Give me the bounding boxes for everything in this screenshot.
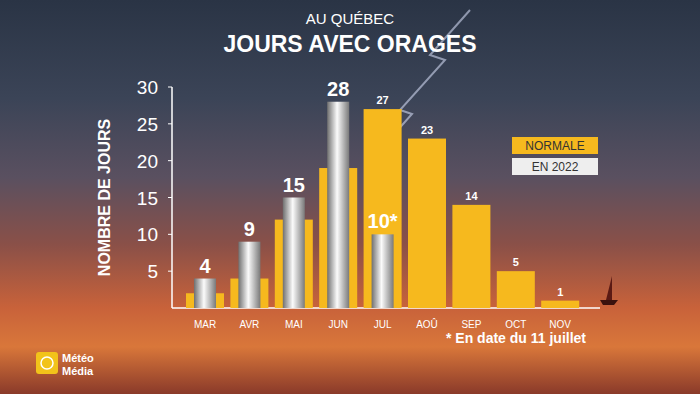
- x-tick-label: MAR: [194, 319, 216, 330]
- legend-swatch: [512, 158, 598, 175]
- data-label: 27: [376, 94, 388, 106]
- bar: [497, 271, 535, 308]
- bar: [283, 198, 305, 309]
- x-tick-label: JUL: [374, 319, 392, 330]
- y-tick-label: 10: [137, 224, 158, 245]
- legend-label: EN 2022: [532, 160, 579, 174]
- x-tick-label: AOÛ: [416, 318, 438, 330]
- bar: [372, 234, 394, 308]
- x-tick-label: SEP: [461, 319, 481, 330]
- y-tick-label: 5: [147, 261, 158, 282]
- title: JOURS AVEC ORAGES: [223, 31, 476, 57]
- y-tick-label: 20: [137, 151, 158, 172]
- y-axis-label: NOMBRE DE JOURS: [96, 119, 113, 277]
- bar: [408, 139, 446, 308]
- y-axis: [171, 87, 173, 308]
- y-tick-label: 15: [137, 188, 158, 209]
- bars: [186, 102, 579, 308]
- data-label: 23: [421, 124, 433, 136]
- sailboat-hull: [600, 300, 618, 305]
- data-label: 9: [244, 218, 255, 240]
- source: MétéoMédia: [62, 352, 94, 377]
- data-label: 14: [465, 190, 478, 202]
- logo-icon: [36, 352, 58, 374]
- legend-label: NORMALE: [525, 139, 584, 153]
- x-tick-label: OCT: [505, 319, 526, 330]
- logo-mark: [41, 357, 53, 369]
- bar: [541, 301, 579, 308]
- data-label: 4: [199, 255, 211, 277]
- subtitle: AU QUÉBEC: [306, 10, 395, 27]
- y-tick-label: 30: [137, 77, 158, 98]
- x-tick-label: AVR: [239, 319, 259, 330]
- x-tick-label: NOV: [549, 319, 571, 330]
- data-label: 1: [557, 286, 563, 298]
- data-label: 10*: [368, 210, 398, 232]
- x-tick-label: MAI: [285, 319, 303, 330]
- footnote: * En date du 11 juillet: [446, 330, 586, 346]
- legend-swatch: [512, 137, 598, 154]
- bar: [238, 242, 260, 308]
- bar: [364, 109, 402, 308]
- bar: [194, 279, 216, 308]
- source-line: Média: [62, 365, 94, 377]
- x-tick-label: JUN: [328, 319, 347, 330]
- data-label: 28: [327, 78, 349, 100]
- data-label: 15: [283, 174, 305, 196]
- source-line: Météo: [62, 352, 94, 364]
- y-tick-label: 25: [137, 114, 158, 135]
- sailboat: [606, 276, 612, 300]
- data-label: 5: [513, 256, 519, 268]
- bar: [452, 205, 490, 308]
- bar: [327, 102, 349, 308]
